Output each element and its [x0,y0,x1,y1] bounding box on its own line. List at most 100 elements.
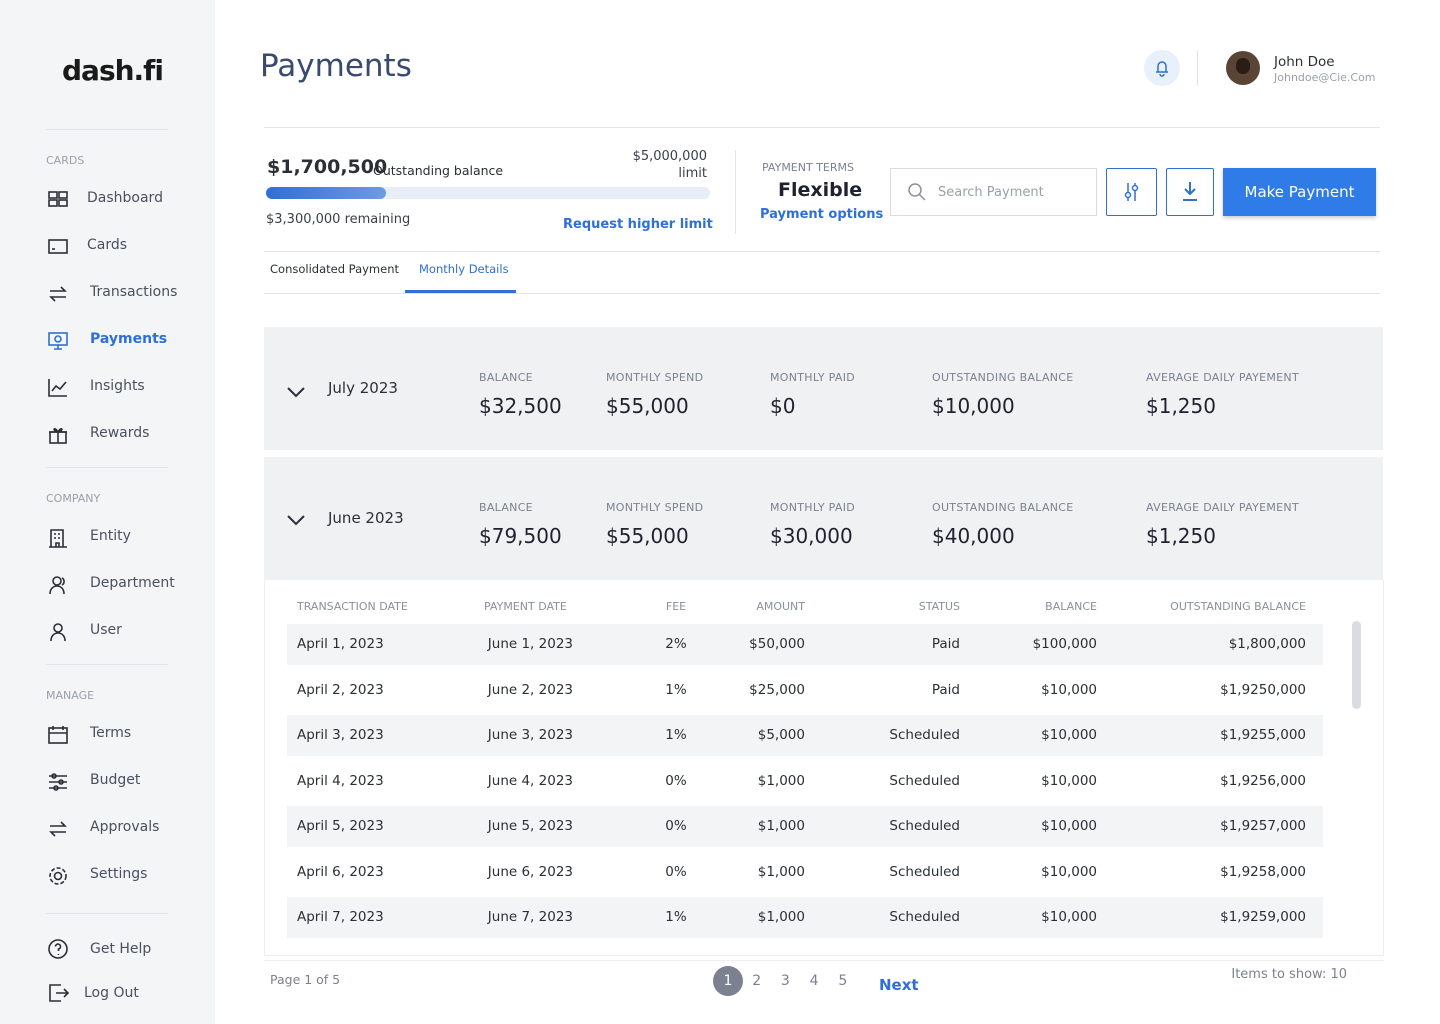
stat-label: MONTHLY SPEND [606,371,704,384]
search-box[interactable]: Search Payment [890,168,1097,216]
nav-item[interactable]: Get Help [90,941,152,957]
nav-item[interactable]: Settings [90,866,148,882]
nav-item[interactable]: Insights [90,378,145,394]
page-number[interactable]: 1 [713,966,743,996]
divider [46,913,168,914]
column-header: FEE [665,600,687,613]
table-cell: Paid [931,681,960,698]
section-title: MANAGE [46,689,95,702]
stat-value: $10,000 [932,394,1015,418]
page-number[interactable]: 4 [809,973,819,989]
stat-label: OUTSTANDING BALANCE [932,371,1074,384]
tab[interactable]: Consolidated Payment [270,262,400,276]
table-cell: $1,000 [757,909,805,925]
table-cell: $10,000 [1041,681,1097,698]
nav-item[interactable]: Payments [90,331,168,347]
stat-label: MONTHLY PAID [770,501,856,514]
chevron[interactable] [286,514,306,526]
table-cell: Scheduled [889,772,960,789]
table-cell: $10,000 [1041,727,1097,743]
nav-icon [48,239,68,254]
download-button[interactable] [1166,168,1214,216]
stat-label: OUTSTANDING BALANCE [932,501,1074,514]
table-cell: April 5, 2023 [297,818,384,834]
filter-button[interactable] [1106,168,1157,216]
chevron[interactable] [286,386,306,398]
make-payment-button[interactable]: Make Payment [1223,168,1376,216]
table-cell: $1,000 [757,772,805,789]
table-cell: June 7, 2023 [487,909,573,925]
nav-icon [49,867,67,885]
nav-item[interactable]: Rewards [90,425,150,441]
terms-label: PAYMENT TERMS [762,161,854,174]
logo: dash.fi [62,54,164,87]
page-info: Page 1 of 5 [270,972,341,987]
next-button[interactable]: Next [879,976,919,994]
month-card[interactable] [264,327,1383,450]
column-header: TRANSACTION DATE [297,600,408,613]
table-cell: $1,9257,000 [1220,818,1306,834]
notification-button[interactable] [1144,50,1180,86]
scrollbar[interactable] [1352,621,1361,709]
stat-value: $1,250 [1146,524,1216,548]
table-cell: April 3, 2023 [297,727,384,743]
items-to-show[interactable]: Items to show: 10 [1231,967,1347,982]
page-number[interactable]: 5 [838,973,848,989]
divider [46,664,168,665]
table-cell: 0% [665,863,687,880]
search-icon [908,183,926,201]
table-cell: 1% [665,727,687,743]
table-cell: April 4, 2023 [297,772,384,789]
stat-value: $32,500 [479,394,562,418]
nav-item[interactable]: Dashboard [87,190,163,206]
stat-label: AVERAGE DAILY PAYEMENT [1146,501,1299,514]
nav-item[interactable]: Department [90,575,175,591]
avatar[interactable] [1226,51,1260,85]
request-limit-link[interactable]: Request higher limit [563,217,713,232]
nav-icon [50,623,66,642]
stat-value: $30,000 [770,524,853,548]
search-placeholder: Search Payment [938,185,1044,200]
page-number[interactable]: 2 [752,973,762,989]
nav-icon [48,191,68,207]
page-number[interactable]: 3 [780,973,790,989]
table-cell: Paid [931,636,960,652]
filter-icon [1124,183,1139,201]
tab[interactable]: Monthly Details [419,262,509,276]
nav-icon [48,379,67,397]
nav-icon [49,821,67,837]
table-cell: Scheduled [889,909,960,925]
nav-item[interactable]: Transactions [90,284,178,300]
table-cell: $10,000 [1041,909,1097,925]
table-cell: $1,9255,000 [1220,727,1306,743]
nav-item[interactable]: Approvals [90,819,160,835]
nav-icon [48,939,68,959]
tab-underline [405,290,516,293]
nav-item[interactable]: Terms [90,725,132,741]
nav-item[interactable]: Entity [90,528,131,544]
stat-label: AVERAGE DAILY PAYEMENT [1146,371,1299,384]
remaining: $3,300,000 remaining [266,212,411,227]
table-cell: Scheduled [889,727,960,743]
table-cell: 2% [665,636,687,652]
divider [46,129,168,130]
column-header: OUTSTANDING BALANCE [1170,600,1306,613]
table-cell: $100,000 [1032,636,1097,652]
nav-item[interactable]: User [90,622,122,638]
table-cell: $1,9256,000 [1220,772,1306,789]
nav-item[interactable]: Cards [87,237,128,253]
table-cell: June 1, 2023 [487,636,573,652]
divider [264,960,1384,961]
table-cell: April 7, 2023 [297,909,384,925]
table-cell: $5,000 [757,727,805,743]
nav-item[interactable]: Budget [90,772,141,788]
sidebar: dash.fi CARDS Dashboard Cards Transactions P… [0,0,215,1024]
table-cell: Scheduled [889,863,960,880]
month-card[interactable] [264,457,1383,580]
nav-icon [48,332,68,350]
table-cell: $1,000 [757,818,805,834]
table-cell: $10,000 [1041,863,1097,880]
nav-item[interactable]: Log Out [84,985,139,1001]
payment-options-link[interactable]: Payment options [760,207,884,222]
table-cell: $1,9258,000 [1220,863,1306,880]
